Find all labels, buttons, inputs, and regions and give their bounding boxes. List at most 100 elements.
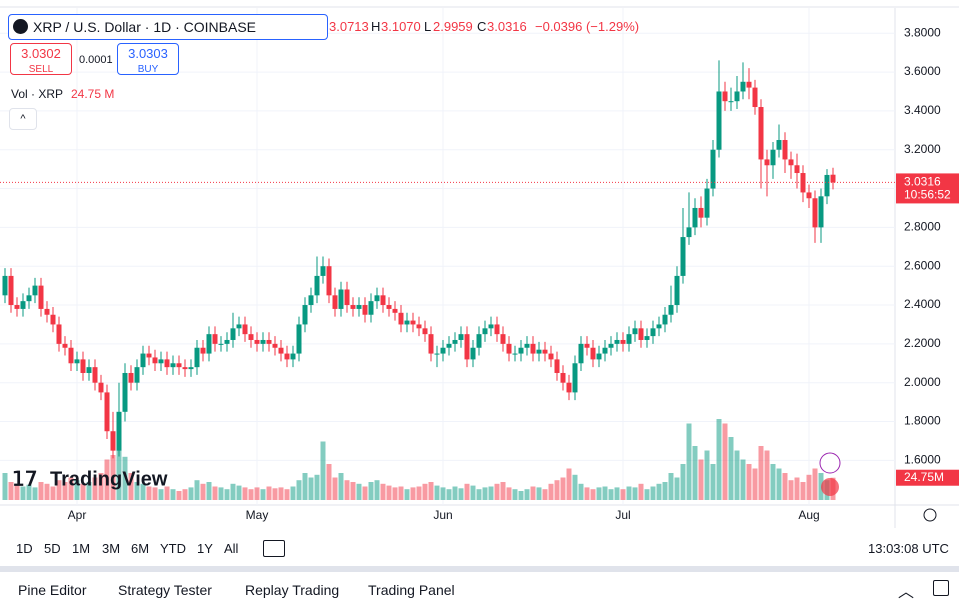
symbol: XRP / U.S. Dollar · 1D · COINBASE: [33, 19, 257, 35]
event-icon[interactable]: [819, 452, 841, 474]
buy-button[interactable]: 3.0303 BUY: [117, 43, 179, 75]
volume-bar: [608, 489, 614, 500]
candle-body: [140, 353, 146, 368]
candle-body: [134, 367, 140, 383]
volume-bar: [458, 488, 464, 500]
range-button[interactable]: 5D: [44, 541, 61, 556]
range-button[interactable]: 1M: [72, 541, 91, 556]
candle-body: [614, 339, 620, 344]
volume-bar: [230, 483, 236, 500]
panel-tab[interactable]: Pine Editor: [18, 582, 87, 598]
volume-bar: [158, 489, 164, 500]
volume-bar: [452, 486, 458, 500]
volume-box: [896, 469, 959, 486]
volume-bar: [278, 487, 284, 500]
brand-mark: 𝟣𝟩: [12, 468, 37, 490]
volume-bar: [674, 477, 680, 500]
candle-body: [536, 349, 542, 354]
candle-body: [686, 227, 692, 238]
candle-body: [776, 140, 782, 150]
volume-bar: [74, 480, 80, 500]
volume-bar: [248, 489, 254, 500]
volume-bar: [182, 489, 188, 500]
separator: [0, 566, 959, 572]
candle-body: [554, 359, 560, 373]
candle-body: [392, 308, 398, 313]
volume-bar: [284, 489, 290, 500]
buy-price: 3.0303: [128, 46, 168, 61]
volume-label: 24.75M: [904, 470, 944, 484]
candle-body: [8, 275, 14, 306]
collapse-button[interactable]: ^: [9, 108, 37, 130]
volume-bar: [236, 485, 242, 500]
volume-bar: [146, 486, 152, 500]
volume-bar: [44, 483, 50, 500]
range-button[interactable]: 6M: [131, 541, 150, 556]
candle-body: [428, 334, 434, 354]
range-button[interactable]: 1Y: [197, 541, 213, 556]
volume-bar: [164, 486, 170, 500]
y-tick-label: 2.8000: [904, 220, 941, 234]
collapse-panel[interactable]: ︿: [898, 584, 915, 601]
volume-bar: [338, 473, 344, 500]
volume-bar: [464, 483, 470, 500]
candle-body: [380, 295, 386, 306]
settings-icon[interactable]: [923, 508, 937, 522]
volume-bar: [374, 480, 380, 500]
candle-body: [584, 343, 590, 348]
panel-tab[interactable]: Trading Panel: [368, 582, 455, 598]
candle-body: [764, 159, 770, 166]
volume-bar: [752, 468, 758, 500]
buy-label: BUY: [137, 64, 159, 75]
last-price-label: 3.0316: [904, 175, 941, 189]
volume-bar: [260, 489, 266, 500]
candle-body: [266, 339, 272, 344]
panel-tab[interactable]: Strategy Tester: [118, 582, 212, 598]
panel-tab[interactable]: Replay Trading: [245, 582, 340, 598]
volume-bar: [530, 486, 536, 500]
maximize-panel[interactable]: [933, 580, 949, 596]
candle-body: [80, 359, 86, 373]
y-tick-label: 2.0000: [904, 375, 941, 389]
event-icon[interactable]: [821, 478, 839, 496]
volume-bar: [776, 468, 782, 500]
candle-body: [812, 198, 818, 228]
volume-bar: [314, 474, 320, 500]
sell-button[interactable]: 3.0302 SELL: [10, 43, 72, 75]
candle-body: [416, 324, 422, 329]
chart: 1.6000 1.8000 2.0000 2.2000 2.4000 2.6000 2.80…: [0, 6, 959, 528]
range-button[interactable]: 3M: [102, 541, 121, 556]
date-range-icon[interactable]: [263, 540, 285, 557]
volume-bar: [470, 485, 476, 500]
volume-bar: [200, 483, 206, 500]
spread: 0.0001: [79, 54, 113, 66]
candle-body: [440, 347, 446, 354]
volume-bar: [788, 480, 794, 500]
symbol-box[interactable]: XRP / U.S. Dollar · 1D · COINBASE: [8, 14, 328, 40]
volume-bar: [500, 482, 506, 500]
volume-bar: [422, 483, 428, 500]
volume-bar: [638, 483, 644, 500]
candle-body: [494, 324, 500, 335]
candle-body: [98, 382, 104, 393]
candle-body: [800, 173, 806, 193]
last-price-box: [896, 173, 959, 204]
range-button[interactable]: 1D: [16, 541, 33, 556]
candle-body: [788, 159, 794, 166]
volume-bar: [104, 459, 110, 500]
range-button[interactable]: YTD: [160, 541, 186, 556]
candle-body: [230, 328, 236, 340]
candle-body: [500, 334, 506, 344]
volume-bar: [692, 446, 698, 500]
candle-body: [512, 353, 518, 355]
candle-body: [56, 324, 62, 344]
candle-body: [530, 343, 536, 354]
range-button[interactable]: All: [224, 541, 239, 556]
candle-body: [194, 347, 200, 368]
y-tick-label: 1.6000: [904, 453, 941, 467]
candle-body: [728, 101, 734, 103]
candle-body: [332, 295, 338, 309]
volume-bar: [350, 482, 356, 500]
volume-bar: [428, 482, 434, 500]
volume-bar: [488, 486, 494, 500]
